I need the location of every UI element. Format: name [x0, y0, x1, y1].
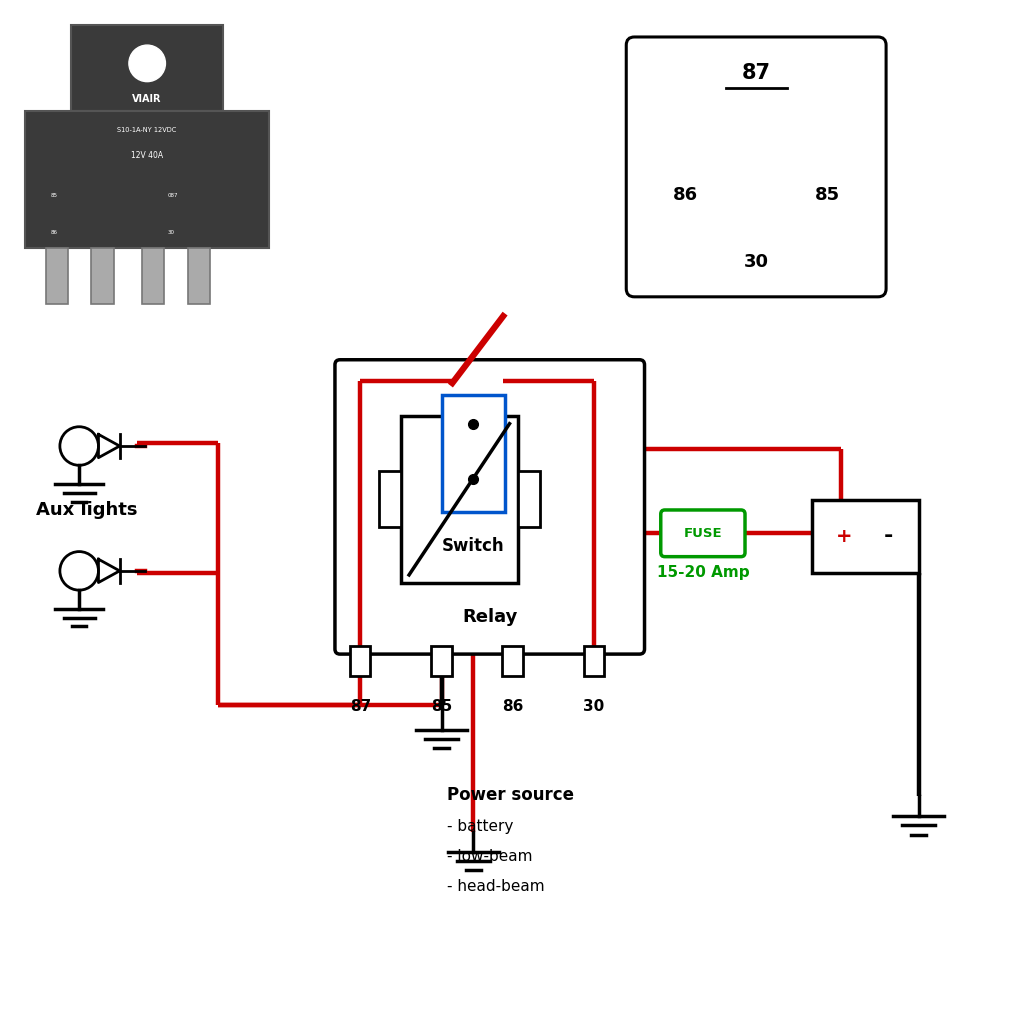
Bar: [502, 646, 523, 677]
Bar: [71, 25, 223, 111]
Bar: [142, 248, 164, 304]
Bar: [25, 111, 269, 248]
Text: +: +: [835, 527, 853, 546]
Bar: [812, 500, 919, 572]
Text: Relay: Relay: [462, 607, 518, 626]
Text: 12V 40A: 12V 40A: [131, 151, 163, 160]
Text: S10-1A-NY 12VDC: S10-1A-NY 12VDC: [118, 127, 177, 133]
Bar: [188, 248, 210, 304]
FancyBboxPatch shape: [335, 359, 645, 654]
Bar: [379, 471, 401, 527]
Bar: [350, 646, 370, 677]
Text: 87: 87: [350, 698, 370, 714]
Text: 30: 30: [744, 253, 768, 271]
FancyBboxPatch shape: [661, 510, 745, 557]
Text: 30: 30: [167, 229, 175, 234]
Text: 087: 087: [167, 193, 178, 198]
Text: 86: 86: [51, 229, 58, 234]
Bar: [401, 416, 518, 583]
Circle shape: [129, 45, 165, 82]
Text: -: -: [884, 526, 893, 547]
Text: 85: 85: [815, 186, 839, 205]
Bar: [584, 646, 604, 677]
Text: - head-beam: - head-beam: [447, 880, 544, 894]
FancyBboxPatch shape: [626, 37, 886, 297]
Text: Switch: Switch: [443, 538, 504, 555]
Text: - low-beam: - low-beam: [447, 849, 532, 864]
Bar: [431, 646, 452, 677]
Text: 85: 85: [431, 698, 452, 714]
Text: VIAIR: VIAIR: [132, 93, 162, 103]
Text: Power source: Power source: [447, 786, 573, 804]
Text: - battery: - battery: [447, 818, 513, 834]
Bar: [46, 248, 68, 304]
Text: 87: 87: [742, 63, 770, 83]
Text: 85: 85: [51, 193, 58, 198]
Bar: [518, 471, 540, 527]
Text: 30: 30: [584, 698, 604, 714]
Text: 86: 86: [673, 186, 697, 205]
Text: FUSE: FUSE: [683, 526, 723, 540]
Text: Aux lights: Aux lights: [36, 501, 137, 519]
Text: 15-20 Amp: 15-20 Amp: [657, 565, 749, 580]
Bar: [91, 248, 114, 304]
Text: 86: 86: [501, 698, 524, 714]
Bar: [442, 395, 505, 512]
